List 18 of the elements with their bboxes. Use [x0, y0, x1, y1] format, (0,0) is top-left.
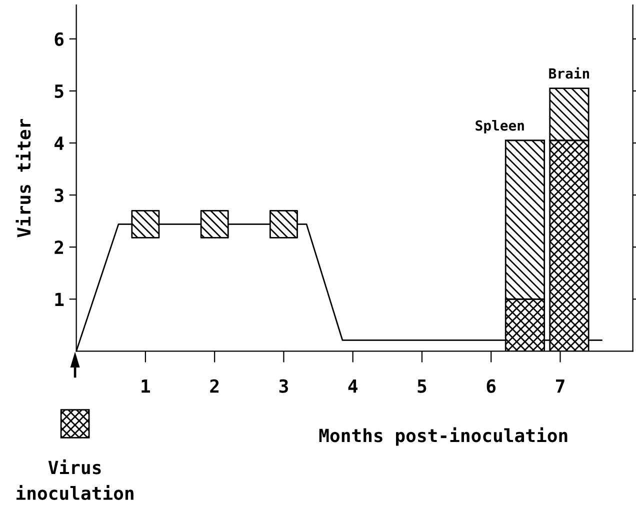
y-tick-label: 4 [54, 136, 64, 150]
x-tick-label: 2 [210, 379, 219, 393]
x-tick-label: 1 [142, 380, 150, 393]
y-tick-label: 5 [54, 84, 64, 98]
x-tick-label: 4 [348, 380, 358, 393]
annotation: Brain [549, 67, 590, 79]
y-tick-label: 1 [55, 292, 64, 306]
x-tick-label: 5 [418, 380, 426, 393]
x-tick-label: 6 [486, 379, 496, 393]
y-axis-title: Virus titer [16, 119, 31, 238]
x-axis-title: Months post-inoculation [319, 427, 568, 446]
x-tick-label: 7 [556, 380, 564, 393]
text: Virus inoculation [16, 459, 134, 500]
y-tick-label: 3 [54, 188, 64, 202]
y-tick-label: 6 [54, 32, 64, 46]
x-tick-label: 3 [279, 379, 288, 393]
y-tick-label: 2 [54, 240, 64, 254]
annotation: Spleen [476, 120, 524, 134]
